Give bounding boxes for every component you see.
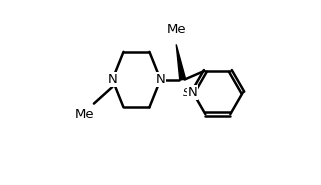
Text: Me: Me	[166, 23, 186, 36]
Text: N: N	[156, 73, 165, 86]
Polygon shape	[176, 44, 186, 80]
Text: S: S	[183, 88, 189, 98]
Text: N: N	[108, 73, 117, 86]
Text: N: N	[188, 86, 198, 99]
Text: Me: Me	[75, 108, 94, 121]
